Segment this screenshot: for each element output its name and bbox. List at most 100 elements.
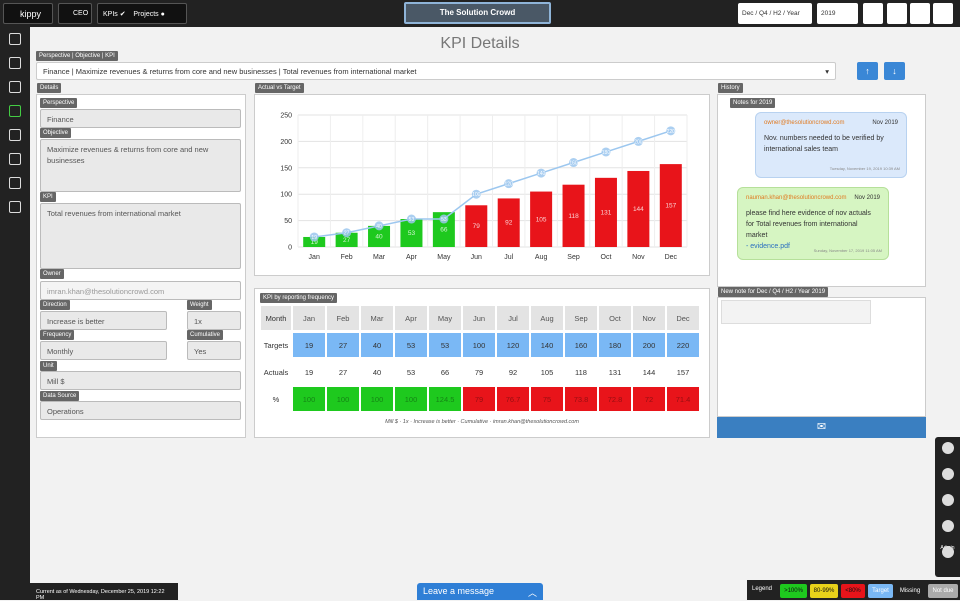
field-value[interactable]: 1x	[187, 311, 241, 330]
target-value: 53	[409, 217, 415, 223]
menu-icon[interactable]	[942, 546, 954, 558]
details-label: Details	[37, 83, 62, 93]
note-stamp: Sunday, November 17, 2019 11:05 AM	[813, 248, 882, 253]
target-point	[569, 158, 579, 168]
kpi-selector[interactable]: Finance | Maximize revenues & returns fr…	[36, 62, 836, 80]
nav-icon[interactable]	[9, 201, 21, 213]
nav-icon[interactable]	[9, 177, 21, 189]
kpis-text: KPIs	[103, 11, 118, 18]
nav-icon[interactable]	[9, 33, 21, 45]
bar-value: 66	[440, 227, 448, 234]
field-label: Perspective	[40, 98, 78, 108]
target-value: 40	[376, 224, 382, 230]
logo-text: kippy	[20, 9, 42, 19]
field-label: Owner	[40, 269, 64, 279]
field-value[interactable]: Yes	[187, 341, 241, 360]
bar-value: 79	[473, 223, 481, 230]
target-cell: 40	[360, 332, 394, 358]
actual-cell: 105	[530, 359, 564, 385]
bar	[497, 198, 520, 247]
note-link[interactable]: - evidence.pdf	[746, 243, 790, 250]
target-value: 120	[505, 182, 514, 188]
field-value[interactable]: imran.khan@thesolutioncrowd.com	[40, 281, 241, 300]
y-tick-label: 250	[280, 113, 292, 120]
target-cell: 200	[632, 332, 666, 358]
actual-cell: 131	[598, 359, 632, 385]
field-label: Direction	[40, 300, 70, 310]
bar-value: 144	[633, 206, 644, 213]
down-button[interactable]: ↓	[884, 62, 905, 80]
edit-button[interactable]	[887, 3, 907, 24]
send-button[interactable]: ✉	[717, 417, 926, 438]
y-tick-label: 100	[280, 192, 292, 199]
nav-icon[interactable]	[9, 105, 21, 117]
field-value[interactable]: Total revenues from international market	[40, 203, 241, 269]
nav-icon[interactable]	[9, 81, 21, 93]
menu-icon[interactable]	[942, 468, 954, 480]
row-label: Targets	[260, 332, 292, 358]
target-value: 140	[537, 171, 546, 177]
period-select[interactable]: Dec / Q4 / H2 / Year	[738, 3, 812, 24]
logout-button[interactable]	[933, 3, 953, 24]
kpi-projects[interactable]: KPIs ✔ Projects ●	[97, 3, 187, 24]
y-tick-label: 150	[280, 165, 292, 172]
target-cell: 27	[326, 332, 360, 358]
month-header: Feb	[326, 305, 360, 331]
print-button[interactable]	[910, 3, 930, 24]
note-author: owner@thesolutioncrowd.com	[764, 120, 845, 126]
message-button[interactable]: Leave a message ︿	[417, 583, 543, 600]
y-tick-label: 200	[280, 139, 292, 146]
up-button[interactable]: ↑	[857, 62, 878, 80]
nav-icon[interactable]	[9, 129, 21, 141]
field-value[interactable]: Monthly	[40, 341, 167, 360]
notes-label: Notes for 2019	[730, 98, 776, 108]
logo[interactable]: kippy	[3, 3, 53, 24]
target-value: 200	[634, 139, 643, 145]
ceo-button[interactable]: CEO	[58, 3, 92, 24]
field-value[interactable]: Mill $	[40, 371, 241, 390]
menu-icon[interactable]	[942, 442, 954, 454]
target-value: 160	[569, 161, 578, 167]
target-cell: 220	[666, 332, 700, 358]
legend-item: Target	[868, 584, 893, 598]
nav-icon[interactable]	[9, 153, 21, 165]
month-header: Mar	[360, 305, 394, 331]
org-name[interactable]: The Solution Crowd	[404, 2, 551, 24]
menu-icon[interactable]	[942, 494, 954, 506]
target-cell: 19	[292, 332, 326, 358]
menu-icon[interactable]	[942, 520, 954, 532]
target-point	[406, 214, 416, 224]
x-tick-label: Jan	[309, 254, 320, 261]
note-text: please find here evidence of nov actuals…	[746, 210, 871, 239]
chart-label: Actual vs Target	[255, 83, 304, 93]
percent-cell: 76.7	[496, 386, 530, 412]
target-cell: 160	[564, 332, 598, 358]
target-point	[601, 147, 611, 157]
x-tick-label: Jul	[504, 254, 513, 261]
percent-cell: 72.8	[598, 386, 632, 412]
legend-item: Not due	[928, 584, 958, 598]
nav-icon[interactable]	[9, 57, 21, 69]
bar	[562, 184, 585, 247]
field-value[interactable]: Finance	[40, 109, 241, 128]
bar-value: 157	[665, 203, 676, 210]
sidebar	[0, 27, 30, 600]
field-value[interactable]: Maximize revenues & returns from core an…	[40, 139, 241, 192]
percent-cell: 100	[326, 386, 360, 412]
actual-cell: 157	[666, 359, 700, 385]
year-select[interactable]: 2019	[817, 3, 858, 24]
bar	[627, 170, 650, 247]
field-value[interactable]: Increase is better	[40, 311, 167, 330]
selector-value: Finance | Maximize revenues & returns fr…	[43, 67, 417, 76]
note: owner@thesolutioncrowd.com Nov 2019 Nov. …	[755, 112, 907, 178]
bar-value: 40	[375, 233, 383, 240]
lock-button[interactable]	[863, 3, 883, 24]
note-text: Nov. numbers needed to be verified by in…	[764, 135, 884, 153]
field-value[interactable]: Operations	[40, 401, 241, 420]
target-cell: 120	[496, 332, 530, 358]
percent-cell: 73.8	[564, 386, 598, 412]
field-label: KPI	[40, 192, 56, 202]
legend-item: <80%	[841, 584, 865, 598]
projects-text: Projects	[133, 11, 159, 18]
new-note-label: New note for Dec / Q4 / H2 / Year 2019	[718, 287, 829, 297]
